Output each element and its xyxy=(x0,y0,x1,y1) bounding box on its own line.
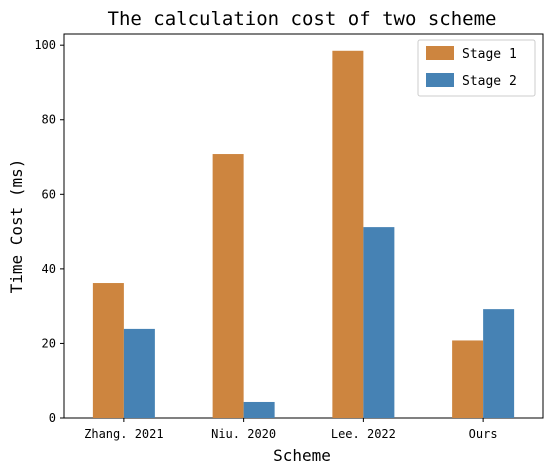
y-tick-label: 0 xyxy=(49,411,56,425)
y-tick-label: 40 xyxy=(42,262,56,276)
bar-stage-1-zhang-2021 xyxy=(92,283,124,418)
plot-area xyxy=(63,33,544,419)
bar-stage-1-niu-2020 xyxy=(212,154,244,418)
x-tick-label: Ours xyxy=(469,427,498,441)
y-tick-label: 100 xyxy=(34,38,56,52)
x-tick-label: Lee. 2022 xyxy=(331,427,396,441)
legend-swatch-stage-1 xyxy=(426,46,454,60)
x-axis-ticks: Zhang. 2021 Niu. 2020 Lee. 2022 Ours xyxy=(84,418,498,441)
y-tick-label: 60 xyxy=(42,187,56,201)
y-tick-label: 20 xyxy=(42,336,56,350)
x-tick-label: Zhang. 2021 xyxy=(84,427,163,441)
bars-group xyxy=(92,50,515,418)
y-axis-ticks: 0 20 40 60 80 100 xyxy=(34,38,64,425)
bar-stage-1-ours xyxy=(452,340,484,418)
legend: Stage 1 Stage 2 xyxy=(417,39,536,97)
y-tick-label: 80 xyxy=(42,113,56,127)
y-axis-label: Time Cost (ms) xyxy=(7,159,26,294)
legend-label-stage-1: Stage 1 xyxy=(462,47,517,62)
bar-stage-2-niu-2020 xyxy=(243,401,275,418)
x-tick-label: Niu. 2020 xyxy=(211,427,276,441)
bar-stage-2-lee-2022 xyxy=(363,227,395,418)
x-axis-label: Scheme xyxy=(273,446,331,465)
bar-stage-1-lee-2022 xyxy=(332,50,364,418)
plot-frame xyxy=(63,33,544,419)
legend-label-stage-2: Stage 2 xyxy=(462,74,517,89)
bar-stage-2-ours xyxy=(483,309,515,418)
chart-title: The calculation cost of two scheme xyxy=(108,8,497,30)
legend-swatch-stage-2 xyxy=(426,73,454,87)
bar-stage-2-zhang-2021 xyxy=(123,328,155,418)
